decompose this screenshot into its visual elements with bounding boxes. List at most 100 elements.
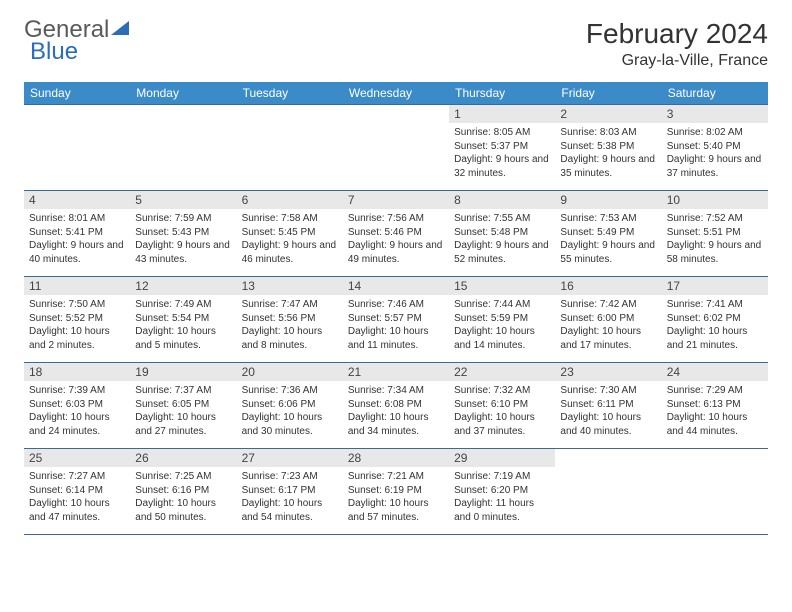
day-details: Sunrise: 7:49 AMSunset: 5:54 PMDaylight:…	[130, 295, 236, 356]
day-details: Sunrise: 7:19 AMSunset: 6:20 PMDaylight:…	[449, 467, 555, 528]
weekday-header: Monday	[130, 82, 236, 105]
day-details: Sunrise: 7:21 AMSunset: 6:19 PMDaylight:…	[343, 467, 449, 528]
day-details: Sunrise: 8:03 AMSunset: 5:38 PMDaylight:…	[555, 123, 661, 184]
day-number: 12	[130, 277, 236, 295]
calendar-cell: 17Sunrise: 7:41 AMSunset: 6:02 PMDayligh…	[662, 277, 768, 363]
day-number: 3	[662, 105, 768, 123]
day-number: 6	[237, 191, 343, 209]
month-title: February 2024	[586, 18, 768, 50]
day-number: 18	[24, 363, 130, 381]
day-details: Sunrise: 7:34 AMSunset: 6:08 PMDaylight:…	[343, 381, 449, 442]
calendar-cell: 3Sunrise: 8:02 AMSunset: 5:40 PMDaylight…	[662, 105, 768, 191]
header: General Blue February 2024 Gray-la-Ville…	[24, 18, 768, 70]
day-number: 21	[343, 363, 449, 381]
day-details: Sunrise: 7:59 AMSunset: 5:43 PMDaylight:…	[130, 209, 236, 270]
weekday-header: Wednesday	[343, 82, 449, 105]
day-number: 17	[662, 277, 768, 295]
day-details: Sunrise: 7:58 AMSunset: 5:45 PMDaylight:…	[237, 209, 343, 270]
day-details: Sunrise: 7:46 AMSunset: 5:57 PMDaylight:…	[343, 295, 449, 356]
calendar-cell: 16Sunrise: 7:42 AMSunset: 6:00 PMDayligh…	[555, 277, 661, 363]
day-details: Sunrise: 7:29 AMSunset: 6:13 PMDaylight:…	[662, 381, 768, 442]
day-number: 29	[449, 449, 555, 467]
day-details: Sunrise: 8:02 AMSunset: 5:40 PMDaylight:…	[662, 123, 768, 184]
calendar-cell: 0.	[24, 105, 130, 191]
calendar-cell: 0.	[343, 105, 449, 191]
calendar-cell: 27Sunrise: 7:23 AMSunset: 6:17 PMDayligh…	[237, 449, 343, 535]
day-details: Sunrise: 7:50 AMSunset: 5:52 PMDaylight:…	[24, 295, 130, 356]
calendar-cell: 2Sunrise: 8:03 AMSunset: 5:38 PMDaylight…	[555, 105, 661, 191]
calendar-row: 4Sunrise: 8:01 AMSunset: 5:41 PMDaylight…	[24, 191, 768, 277]
day-number: 2	[555, 105, 661, 123]
calendar-cell: 26Sunrise: 7:25 AMSunset: 6:16 PMDayligh…	[130, 449, 236, 535]
day-number: 7	[343, 191, 449, 209]
day-details: Sunrise: 7:27 AMSunset: 6:14 PMDaylight:…	[24, 467, 130, 528]
calendar-row: 18Sunrise: 7:39 AMSunset: 6:03 PMDayligh…	[24, 363, 768, 449]
calendar-cell: 25Sunrise: 7:27 AMSunset: 6:14 PMDayligh…	[24, 449, 130, 535]
calendar-cell: 20Sunrise: 7:36 AMSunset: 6:06 PMDayligh…	[237, 363, 343, 449]
day-number: 16	[555, 277, 661, 295]
day-number: 14	[343, 277, 449, 295]
day-number: 24	[662, 363, 768, 381]
day-details: Sunrise: 7:44 AMSunset: 5:59 PMDaylight:…	[449, 295, 555, 356]
day-number: 9	[555, 191, 661, 209]
weekday-header: Tuesday	[237, 82, 343, 105]
logo-triangle-icon	[111, 21, 129, 35]
day-details: Sunrise: 7:42 AMSunset: 6:00 PMDaylight:…	[555, 295, 661, 356]
calendar-cell: 5Sunrise: 7:59 AMSunset: 5:43 PMDaylight…	[130, 191, 236, 277]
calendar-cell: 1Sunrise: 8:05 AMSunset: 5:37 PMDaylight…	[449, 105, 555, 191]
day-details: Sunrise: 7:56 AMSunset: 5:46 PMDaylight:…	[343, 209, 449, 270]
day-details: Sunrise: 7:36 AMSunset: 6:06 PMDaylight:…	[237, 381, 343, 442]
day-details: Sunrise: 7:37 AMSunset: 6:05 PMDaylight:…	[130, 381, 236, 442]
day-number: 1	[449, 105, 555, 123]
day-details: Sunrise: 7:52 AMSunset: 5:51 PMDaylight:…	[662, 209, 768, 270]
calendar-cell: 22Sunrise: 7:32 AMSunset: 6:10 PMDayligh…	[449, 363, 555, 449]
title-block: February 2024 Gray-la-Ville, France	[586, 18, 768, 70]
day-details: Sunrise: 7:39 AMSunset: 6:03 PMDaylight:…	[24, 381, 130, 442]
calendar-cell: 0.	[555, 449, 661, 535]
calendar-cell: 14Sunrise: 7:46 AMSunset: 5:57 PMDayligh…	[343, 277, 449, 363]
calendar-cell: 18Sunrise: 7:39 AMSunset: 6:03 PMDayligh…	[24, 363, 130, 449]
logo: General Blue	[24, 18, 129, 66]
day-number: 27	[237, 449, 343, 467]
day-number: 28	[343, 449, 449, 467]
calendar-cell: 29Sunrise: 7:19 AMSunset: 6:20 PMDayligh…	[449, 449, 555, 535]
day-number: 15	[449, 277, 555, 295]
day-details: Sunrise: 8:01 AMSunset: 5:41 PMDaylight:…	[24, 209, 130, 270]
calendar-table: Sunday Monday Tuesday Wednesday Thursday…	[24, 82, 768, 535]
day-number: 26	[130, 449, 236, 467]
day-number: 5	[130, 191, 236, 209]
calendar-cell: 0.	[130, 105, 236, 191]
logo-text-blue: Blue	[30, 40, 129, 64]
day-number: 4	[24, 191, 130, 209]
calendar-cell: 19Sunrise: 7:37 AMSunset: 6:05 PMDayligh…	[130, 363, 236, 449]
day-number: 23	[555, 363, 661, 381]
calendar-cell: 0.	[237, 105, 343, 191]
day-number: 10	[662, 191, 768, 209]
day-number: 22	[449, 363, 555, 381]
weekday-header: Saturday	[662, 82, 768, 105]
calendar-cell: 7Sunrise: 7:56 AMSunset: 5:46 PMDaylight…	[343, 191, 449, 277]
calendar-cell: 23Sunrise: 7:30 AMSunset: 6:11 PMDayligh…	[555, 363, 661, 449]
day-number: 20	[237, 363, 343, 381]
calendar-cell: 0.	[662, 449, 768, 535]
calendar-cell: 15Sunrise: 7:44 AMSunset: 5:59 PMDayligh…	[449, 277, 555, 363]
day-details: Sunrise: 7:47 AMSunset: 5:56 PMDaylight:…	[237, 295, 343, 356]
calendar-cell: 4Sunrise: 8:01 AMSunset: 5:41 PMDaylight…	[24, 191, 130, 277]
day-details: Sunrise: 7:30 AMSunset: 6:11 PMDaylight:…	[555, 381, 661, 442]
calendar-row: 25Sunrise: 7:27 AMSunset: 6:14 PMDayligh…	[24, 449, 768, 535]
calendar-cell: 13Sunrise: 7:47 AMSunset: 5:56 PMDayligh…	[237, 277, 343, 363]
day-number: 19	[130, 363, 236, 381]
calendar-cell: 24Sunrise: 7:29 AMSunset: 6:13 PMDayligh…	[662, 363, 768, 449]
location: Gray-la-Ville, France	[586, 52, 768, 70]
day-number: 25	[24, 449, 130, 467]
day-details: Sunrise: 7:41 AMSunset: 6:02 PMDaylight:…	[662, 295, 768, 356]
day-details: Sunrise: 7:53 AMSunset: 5:49 PMDaylight:…	[555, 209, 661, 270]
calendar-cell: 6Sunrise: 7:58 AMSunset: 5:45 PMDaylight…	[237, 191, 343, 277]
weekday-header: Thursday	[449, 82, 555, 105]
calendar-cell: 28Sunrise: 7:21 AMSunset: 6:19 PMDayligh…	[343, 449, 449, 535]
calendar-cell: 21Sunrise: 7:34 AMSunset: 6:08 PMDayligh…	[343, 363, 449, 449]
day-number: 11	[24, 277, 130, 295]
weekday-header-row: Sunday Monday Tuesday Wednesday Thursday…	[24, 82, 768, 105]
calendar-body: 0.0.0.0.1Sunrise: 8:05 AMSunset: 5:37 PM…	[24, 105, 768, 535]
weekday-header: Friday	[555, 82, 661, 105]
